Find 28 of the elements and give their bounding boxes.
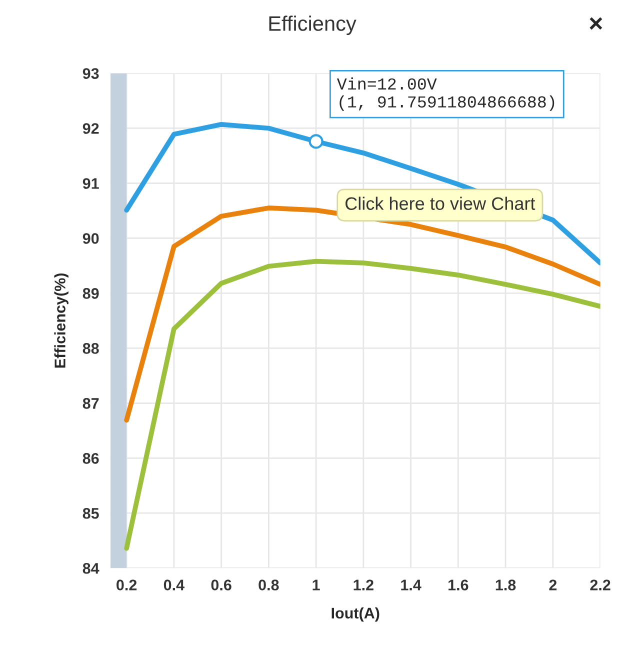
y-tick-label: 90 — [82, 233, 99, 244]
y-tick-label: 89 — [82, 288, 99, 299]
line-series — [124, 258, 600, 551]
x-tick-label: 0.8 — [258, 580, 279, 590]
x-tick-label: 1.2 — [354, 580, 374, 590]
y-tick-label: 86 — [82, 453, 99, 464]
y-tick-label: 87 — [82, 398, 99, 409]
y-axis-title: Efficiency(%) — [54, 273, 68, 368]
y-tick-label: 93 — [82, 68, 99, 79]
text: × — [590, 17, 602, 30]
y-tick-label: 91 — [82, 178, 99, 189]
x-tick-label: 2.2 — [590, 580, 610, 590]
annotation: Vin=12.00V (1, 91.75911804866688) — [336, 77, 554, 111]
x-tick-label: 1.4 — [401, 580, 422, 590]
x-tick-label: 0.4 — [164, 580, 184, 590]
y-tick-label: 84 — [82, 562, 100, 574]
x-tick-label: 2 — [549, 580, 557, 590]
x-tick-label: 0.2 — [116, 580, 137, 590]
x-tick-label: 1.6 — [448, 580, 468, 590]
x-axis-title: Iout(A) — [332, 607, 380, 622]
annotation: Click here to view Chart — [346, 196, 536, 210]
chart-title: Efficiency — [269, 16, 356, 36]
x-tick-label: 1 — [312, 580, 320, 590]
y-tick-label: 88 — [82, 343, 99, 354]
x-tick-label: 1.8 — [496, 580, 516, 590]
y-tick-label: 85 — [82, 508, 99, 519]
x-tick-label: 0.6 — [211, 580, 232, 590]
y-tick-label: 92 — [82, 123, 99, 134]
